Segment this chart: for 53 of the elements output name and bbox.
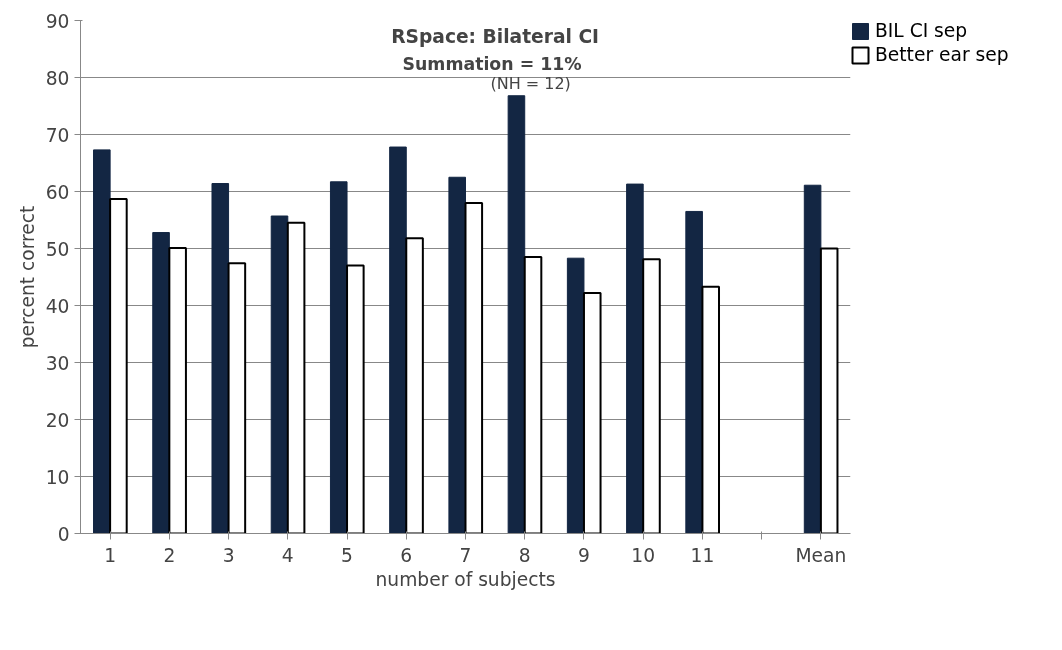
x-tick-label: 8 <box>518 544 531 566</box>
x-tick-label: 9 <box>578 544 590 566</box>
chart-title: RSpace: Bilateral CI <box>391 25 600 47</box>
bar <box>448 176 466 534</box>
x-tick-label: 10 <box>631 544 656 566</box>
bar <box>819 247 839 534</box>
bar <box>168 246 187 534</box>
bar <box>346 264 365 534</box>
x-tick-label: Mean <box>795 544 847 566</box>
bar <box>286 221 306 534</box>
y-tick-label: 50 <box>45 238 70 260</box>
bar <box>507 95 526 534</box>
y-tick-label: 0 <box>57 523 70 545</box>
bar <box>582 291 602 534</box>
y-tick-label: 70 <box>45 124 70 146</box>
bar <box>685 210 703 534</box>
y-tick-label: 90 <box>45 10 70 32</box>
bar <box>566 257 585 534</box>
x-tick-label: 7 <box>459 544 472 566</box>
bar <box>642 258 661 534</box>
bar <box>109 197 128 534</box>
y-tick-label: 10 <box>45 466 70 488</box>
bar <box>270 215 289 534</box>
x-tick-label: 2 <box>163 544 176 566</box>
y-tick-label: 30 <box>45 352 70 374</box>
bar <box>464 201 484 534</box>
bar <box>227 262 247 534</box>
y-tick-label: 60 <box>45 181 70 203</box>
y-tick-label: 80 <box>45 67 70 89</box>
x-axis-title: number of subjects <box>375 568 556 590</box>
bar <box>329 181 348 534</box>
bar <box>803 184 822 534</box>
y-tick-label: 20 <box>45 409 70 431</box>
bar <box>523 256 543 534</box>
bar <box>701 285 721 534</box>
legend-label: Better ear sep <box>875 44 1009 65</box>
bar <box>211 183 230 534</box>
x-tick-label: 4 <box>281 544 294 566</box>
bar <box>152 232 170 534</box>
x-tick-label: 6 <box>400 544 413 566</box>
bar <box>93 149 111 534</box>
x-tick-label: 11 <box>690 544 715 566</box>
bar <box>626 183 644 534</box>
bar <box>405 237 424 534</box>
legend-label: BIL CI sep <box>875 20 968 41</box>
x-tick-label: 1 <box>104 544 117 566</box>
y-axis-title: percent correct <box>16 205 38 349</box>
x-tick-label: 3 <box>222 544 235 566</box>
text: Summation = 11% <box>402 53 582 74</box>
x-tick-label: 5 <box>341 544 353 566</box>
y-tick-label: 40 <box>45 295 70 317</box>
annotation: (NH = 12) <box>490 74 571 94</box>
bar <box>389 146 407 534</box>
